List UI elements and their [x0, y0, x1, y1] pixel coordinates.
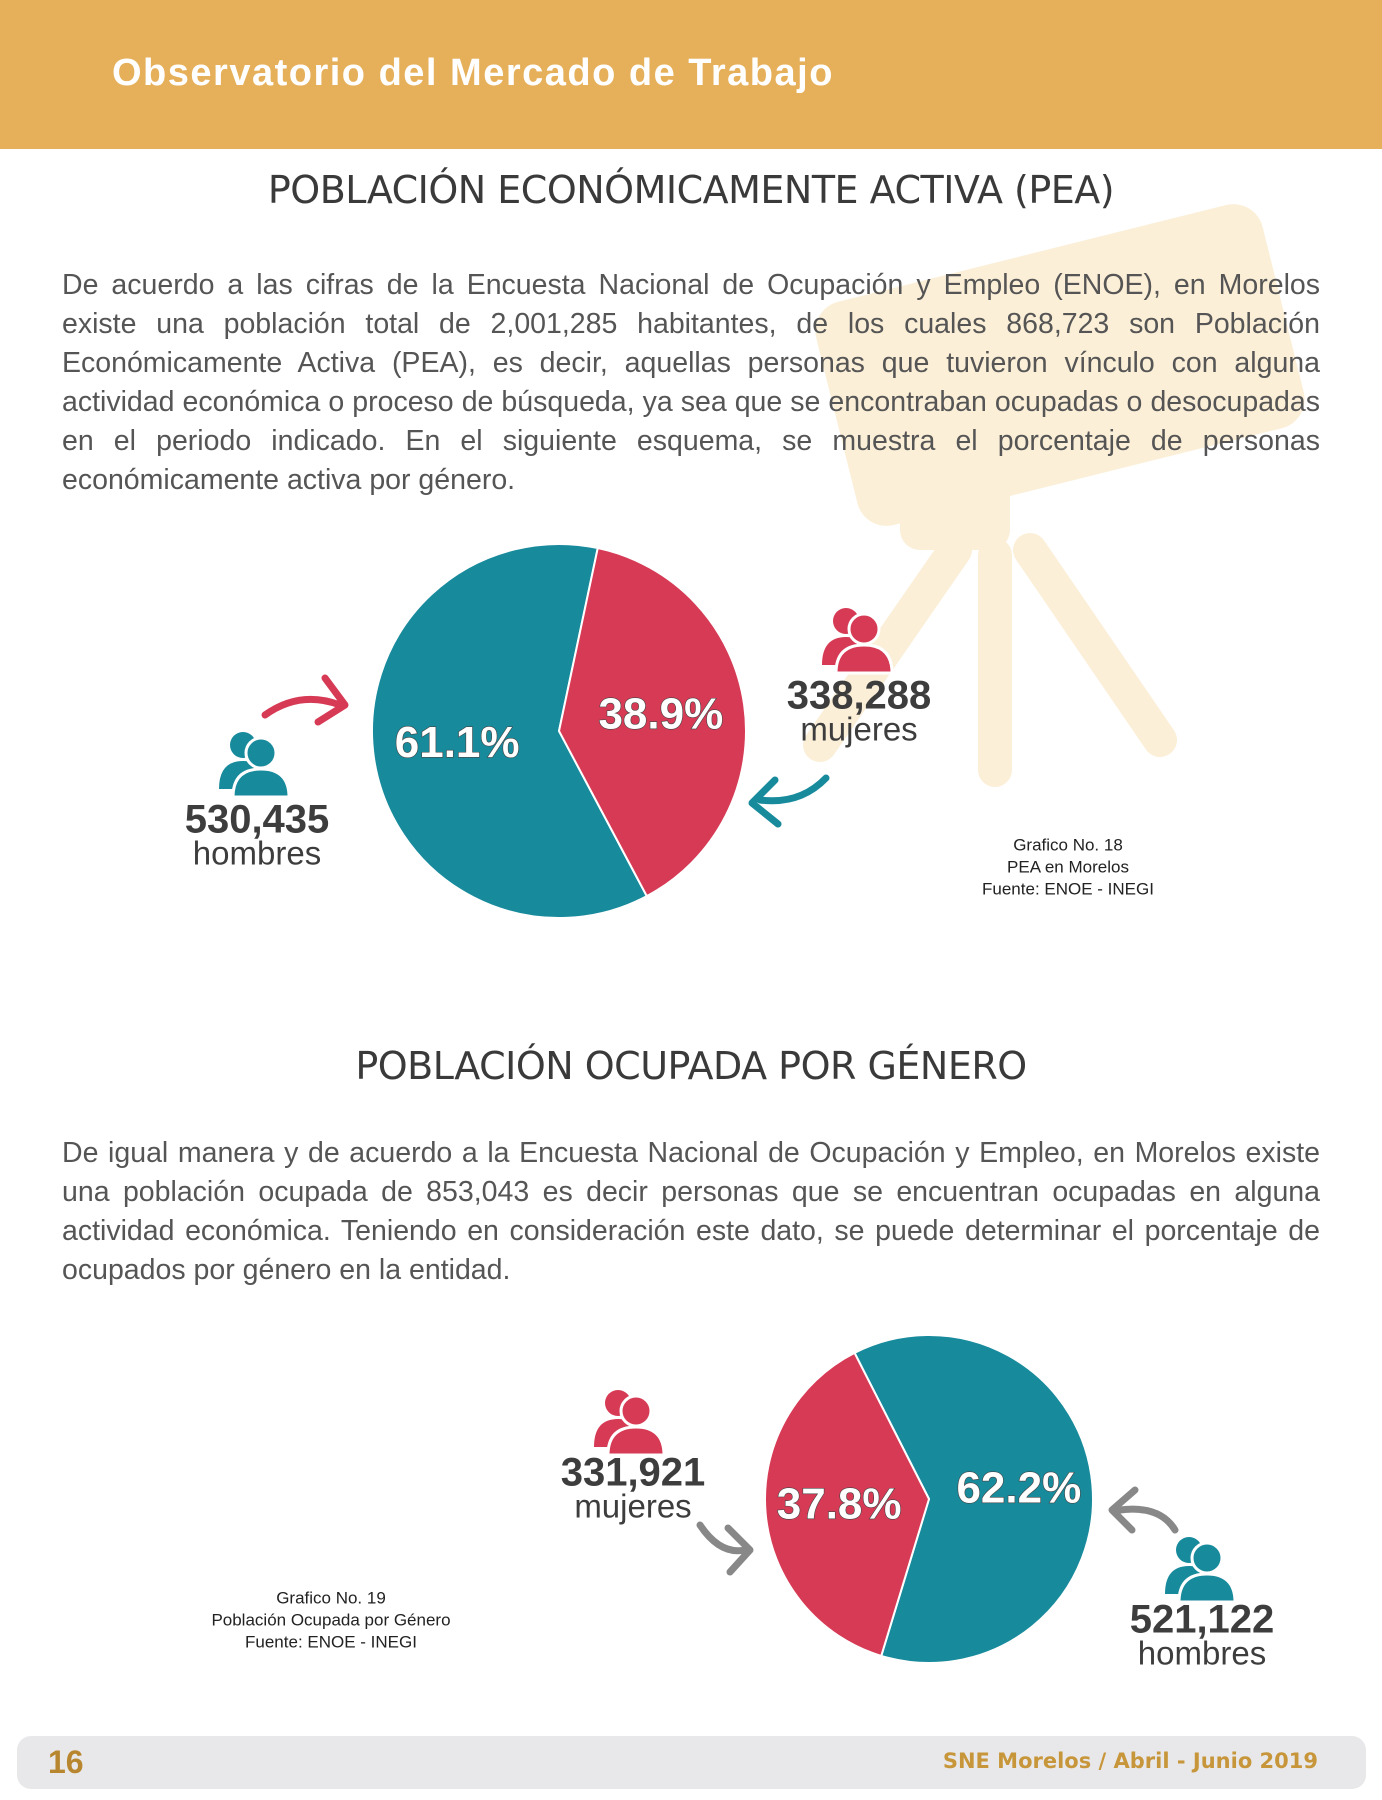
- header-title: Observatorio del Mercado de Trabajo: [112, 52, 834, 94]
- person-icon: [1165, 1537, 1237, 1604]
- section-heading: POBLACIÓN ECONÓMICAMENTE ACTIVA (PEA): [267, 168, 1115, 212]
- arrow: [261, 695, 344, 719]
- paragraph: De acuerdo a las cifras de la Encuesta N…: [62, 269, 1320, 496]
- page-number: 16: [48, 1744, 84, 1780]
- chart-caption: Grafico No. 18: [1013, 835, 1123, 854]
- arrow: [1108, 1486, 1139, 1534]
- paragraph: De igual manera y de acuerdo a la Encues…: [62, 1137, 1320, 1286]
- value-label: 61.1%: [395, 718, 520, 767]
- chart-caption: Fuente: ENOE - INEGI: [245, 1632, 417, 1651]
- icon-body: [834, 643, 894, 675]
- footer-bar: [17, 1736, 1366, 1789]
- pie-slice: [853, 1334, 1094, 1664]
- header-band: Observatorio del Mercado de Trabajo: [0, 0, 1382, 149]
- section-heading: POBLACIÓN OCUPADA POR GÉNERO: [355, 1044, 1027, 1088]
- value-label: 38.9%: [598, 689, 723, 738]
- chart-caption: Población Ocupada por Género: [211, 1610, 450, 1629]
- person-icon: [594, 1390, 666, 1457]
- footer-text: SNE Morelos / Abril - Junio 2019: [942, 1749, 1318, 1773]
- chart-caption: Grafico No. 19: [276, 1588, 386, 1607]
- pie-slice: [557, 546, 747, 898]
- arrow: [1116, 1505, 1179, 1534]
- category-label: mujeres: [574, 1488, 691, 1525]
- chart-caption: PEA en Morelos: [1007, 857, 1129, 876]
- count-label: 331,921: [561, 1451, 706, 1495]
- arrow: [724, 1524, 754, 1576]
- arrow: [314, 674, 349, 726]
- chart-caption: Fuente: ENOE - INEGI: [982, 879, 1154, 898]
- person-icon: [822, 608, 894, 675]
- arrow: [696, 1521, 749, 1555]
- category-label: mujeres: [800, 711, 917, 748]
- icon-body: [1177, 1572, 1237, 1604]
- icon-head: [244, 736, 278, 770]
- icon-body: [231, 767, 291, 799]
- category-label: hombres: [1138, 1635, 1266, 1672]
- count-label: 338,288: [787, 674, 932, 718]
- icon-head: [619, 1394, 653, 1428]
- pie-slice: [764, 1351, 931, 1658]
- arrow: [756, 774, 830, 805]
- value-label: 62.2%: [956, 1464, 1081, 1513]
- person-icon: [219, 732, 291, 799]
- icon-head: [847, 612, 881, 646]
- value-label: 37.8%: [777, 1480, 902, 1529]
- icon-head: [1190, 1541, 1224, 1575]
- arrow: [748, 776, 782, 828]
- count-label: 521,122: [1130, 1598, 1275, 1642]
- count-label: 530,435: [185, 798, 330, 842]
- category-label: hombres: [193, 835, 321, 872]
- icon-body: [606, 1425, 666, 1457]
